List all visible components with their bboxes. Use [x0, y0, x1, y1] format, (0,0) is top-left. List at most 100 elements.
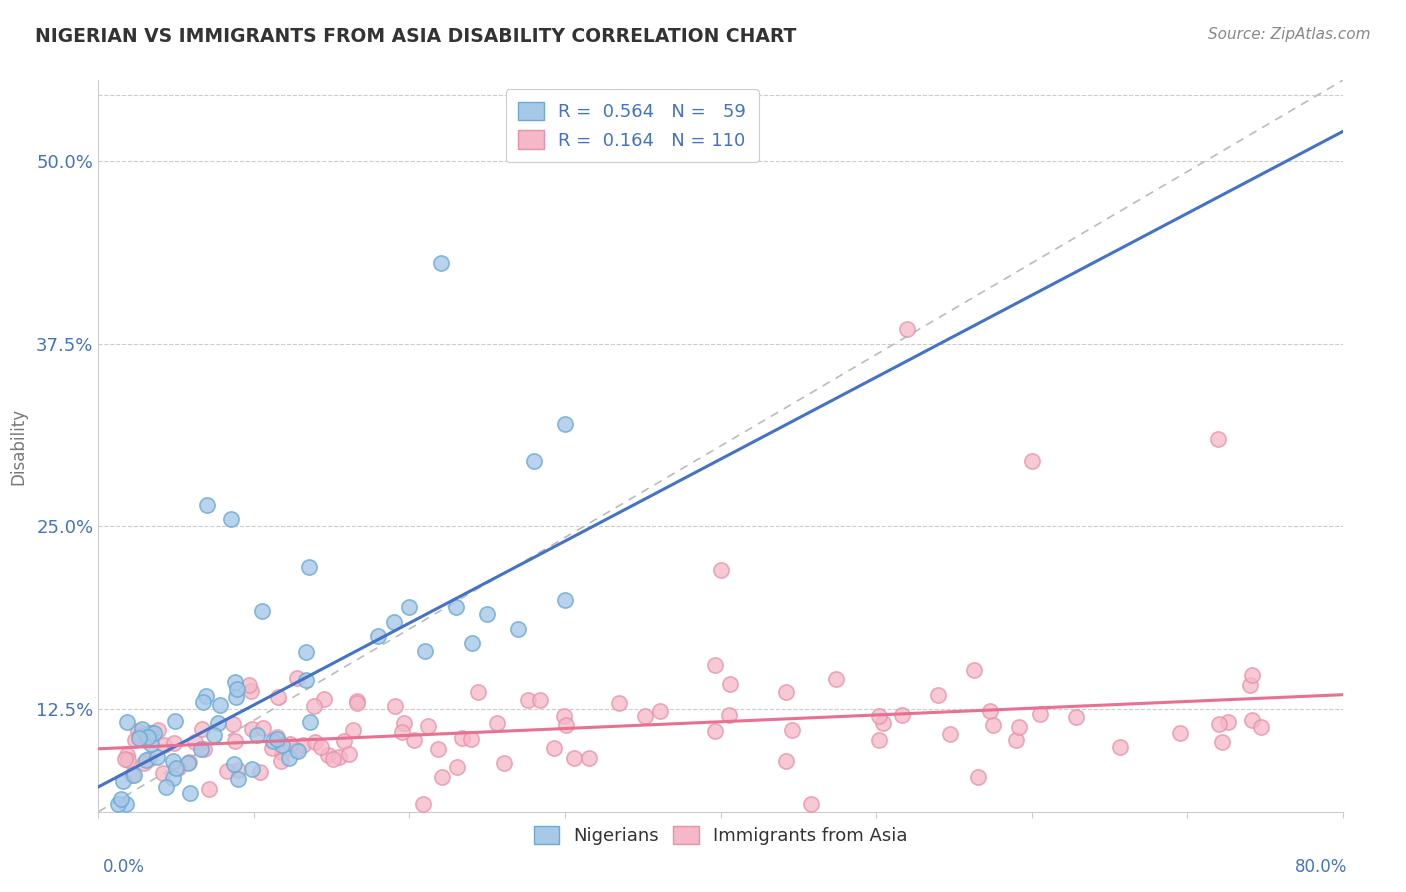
Point	[391, 725, 413, 739]
Point	[153, 738, 176, 752]
Point	[939, 727, 962, 741]
Text: Source: ZipAtlas.com: Source: ZipAtlas.com	[1208, 27, 1371, 42]
Point	[299, 715, 322, 730]
Point	[460, 732, 482, 747]
Point	[198, 781, 221, 796]
Point	[262, 733, 284, 747]
Point	[165, 714, 187, 728]
Point	[446, 760, 468, 774]
Point	[634, 709, 657, 723]
Point	[298, 560, 321, 574]
Point	[121, 768, 143, 782]
Point	[114, 797, 136, 812]
Point	[222, 757, 245, 772]
Point	[292, 738, 315, 752]
Point	[416, 719, 439, 733]
Point	[219, 512, 242, 526]
Point	[179, 755, 201, 769]
Point	[285, 671, 308, 685]
Point	[252, 721, 274, 735]
Point	[134, 753, 156, 767]
Point	[193, 742, 215, 756]
Point	[710, 563, 733, 577]
Point	[224, 674, 246, 689]
Point	[215, 764, 238, 778]
Point	[207, 715, 229, 730]
Point	[312, 692, 335, 706]
Point	[868, 733, 890, 747]
Point	[333, 734, 356, 748]
Point	[226, 763, 249, 777]
Point	[477, 607, 499, 622]
Point	[1021, 453, 1043, 467]
Point	[1206, 432, 1229, 446]
Point	[1064, 710, 1087, 724]
Point	[278, 737, 301, 751]
Point	[107, 797, 129, 812]
Point	[554, 417, 576, 431]
Point	[508, 622, 530, 636]
Point	[927, 688, 949, 702]
Point	[191, 722, 214, 736]
Point	[139, 725, 162, 739]
Point	[209, 698, 232, 712]
Point	[718, 677, 741, 691]
Point	[138, 752, 160, 766]
Point	[1240, 713, 1263, 727]
Point	[316, 747, 339, 762]
Point	[337, 747, 360, 762]
Point	[143, 726, 166, 740]
Point	[780, 723, 803, 737]
Point	[146, 750, 169, 764]
Point	[183, 735, 205, 749]
Point	[983, 717, 1005, 731]
Point	[554, 592, 576, 607]
Point	[1109, 739, 1132, 754]
Point	[155, 780, 177, 794]
Point	[328, 750, 350, 764]
Point	[267, 690, 290, 704]
Point	[800, 797, 823, 812]
Point	[1029, 707, 1052, 722]
Point	[346, 697, 368, 711]
Point	[346, 694, 368, 708]
Point	[271, 745, 294, 759]
Point	[162, 771, 184, 785]
Point	[382, 615, 405, 629]
Point	[523, 453, 546, 467]
Point	[240, 762, 263, 776]
Point	[529, 693, 551, 707]
Point	[132, 756, 155, 771]
Point	[163, 736, 186, 750]
Point	[460, 636, 484, 650]
Point	[392, 715, 415, 730]
Point	[138, 730, 160, 744]
Point	[202, 728, 225, 742]
Point	[284, 743, 307, 757]
Point	[238, 678, 260, 692]
Point	[1208, 717, 1230, 731]
Text: NIGERIAN VS IMMIGRANTS FROM ASIA DISABILITY CORRELATION CHART: NIGERIAN VS IMMIGRANTS FROM ASIA DISABIL…	[35, 27, 797, 45]
Point	[266, 730, 288, 744]
Point	[869, 709, 891, 723]
Point	[429, 256, 451, 270]
Point	[1211, 734, 1233, 748]
Point	[825, 672, 848, 686]
Point	[650, 704, 672, 718]
Point	[979, 704, 1001, 718]
Point	[240, 722, 263, 736]
Point	[578, 751, 600, 765]
Point	[225, 682, 247, 697]
Point	[450, 731, 472, 745]
Point	[295, 645, 318, 659]
Point	[404, 733, 426, 747]
Point	[704, 657, 727, 672]
Point	[412, 797, 434, 812]
Point	[115, 714, 138, 729]
Point	[444, 599, 467, 614]
Point	[367, 629, 389, 643]
Point	[494, 756, 516, 771]
Point	[266, 732, 288, 747]
Point	[190, 742, 212, 756]
Point	[384, 698, 406, 713]
